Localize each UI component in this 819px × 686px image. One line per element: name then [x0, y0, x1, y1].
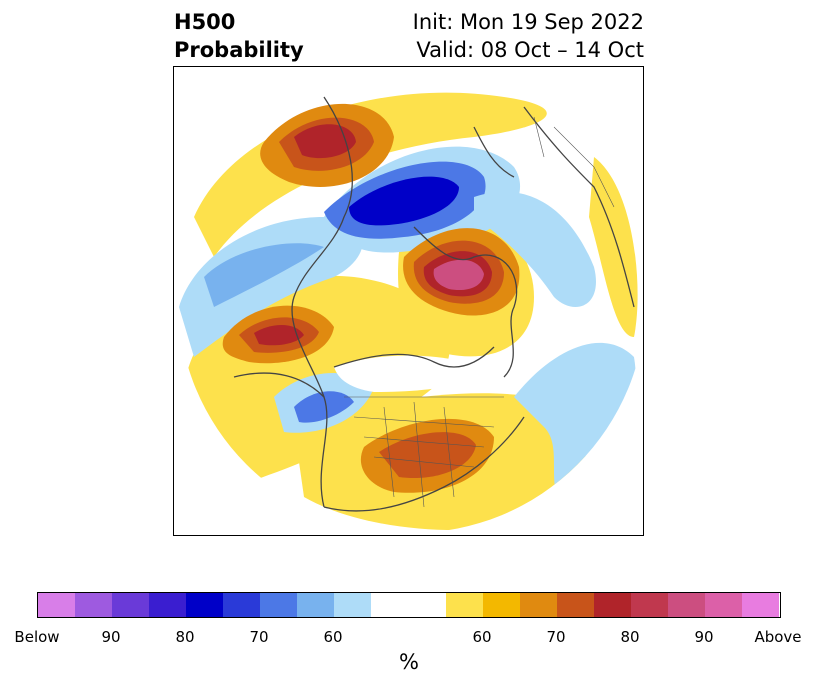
- colorbar-tick-label: 90: [694, 628, 714, 646]
- warm-core-southeast-90: [379, 432, 476, 479]
- colorbar-units: %: [399, 650, 419, 674]
- colorbar-above-swatch: [483, 593, 520, 617]
- blue-lobe-south-inner: [294, 391, 354, 423]
- coastlines: [233, 96, 635, 512]
- colorbar-neutral-swatch: [371, 593, 446, 617]
- colorbar-tick-label: 80: [175, 628, 195, 646]
- colorbar-tick-label: 70: [546, 628, 566, 646]
- probability-shading: [179, 92, 638, 531]
- polar-map-canvas: [179, 92, 638, 531]
- warm-core-northwest-r: [294, 124, 356, 159]
- colorbar-below-swatch: [149, 593, 186, 617]
- blue-lobe-east: [474, 191, 596, 307]
- colorbar-below-swatch: [112, 593, 149, 617]
- warm-core-west-r: [254, 324, 304, 346]
- valid-range: Valid: 08 Oct – 14 Oct: [416, 38, 644, 62]
- title-product: Probability: [174, 38, 304, 62]
- warm-core-east-m: [433, 259, 484, 291]
- colorbar-above-swatch: [631, 593, 668, 617]
- probability-map: [173, 66, 644, 536]
- colorbar-below-swatch: [334, 593, 371, 617]
- colorbar-above-swatch: [520, 593, 557, 617]
- blue-lobe-west: [179, 217, 363, 357]
- colorbar-tick-label: 80: [620, 628, 640, 646]
- blue-lobe-north-core: [349, 176, 459, 226]
- colorbar-tick-label: 60: [323, 628, 343, 646]
- colorbar-below-swatch: [297, 593, 334, 617]
- yellow-band-east: [589, 157, 638, 337]
- colorbar-below-swatch: [38, 593, 75, 617]
- colorbar-below-swatch: [186, 593, 223, 617]
- blue-lobe-west-inner: [204, 243, 324, 307]
- colorbar-above-swatch: [705, 593, 742, 617]
- colorbar-above-swatch: [668, 593, 705, 617]
- colorbar-below-swatch: [260, 593, 297, 617]
- colorbar-tick-label: Below: [14, 628, 60, 646]
- colorbar-below-swatch: [75, 593, 112, 617]
- colorbar-tick-label: 70: [249, 628, 269, 646]
- colorbar-above-swatch: [594, 593, 631, 617]
- colorbar: [37, 592, 781, 618]
- map-dates: Init: Mon 19 Sep 2022 Valid: 08 Oct – 14…: [413, 8, 644, 64]
- map-title: H500 Probability: [174, 8, 304, 64]
- colorbar-tick-label: Above: [754, 628, 802, 646]
- title-variable: H500: [174, 10, 236, 34]
- colorbar-tick-label: 90: [101, 628, 121, 646]
- colorbar-above-swatch: [557, 593, 594, 617]
- political-borders: [344, 116, 615, 508]
- colorbar-above-swatch: [446, 593, 483, 617]
- init-date: Init: Mon 19 Sep 2022: [412, 10, 644, 34]
- colorbar-above-swatch: [742, 593, 779, 617]
- colorbar-below-swatch: [223, 593, 260, 617]
- neutral-gap: [334, 355, 484, 392]
- colorbar-tick-label: 60: [472, 628, 492, 646]
